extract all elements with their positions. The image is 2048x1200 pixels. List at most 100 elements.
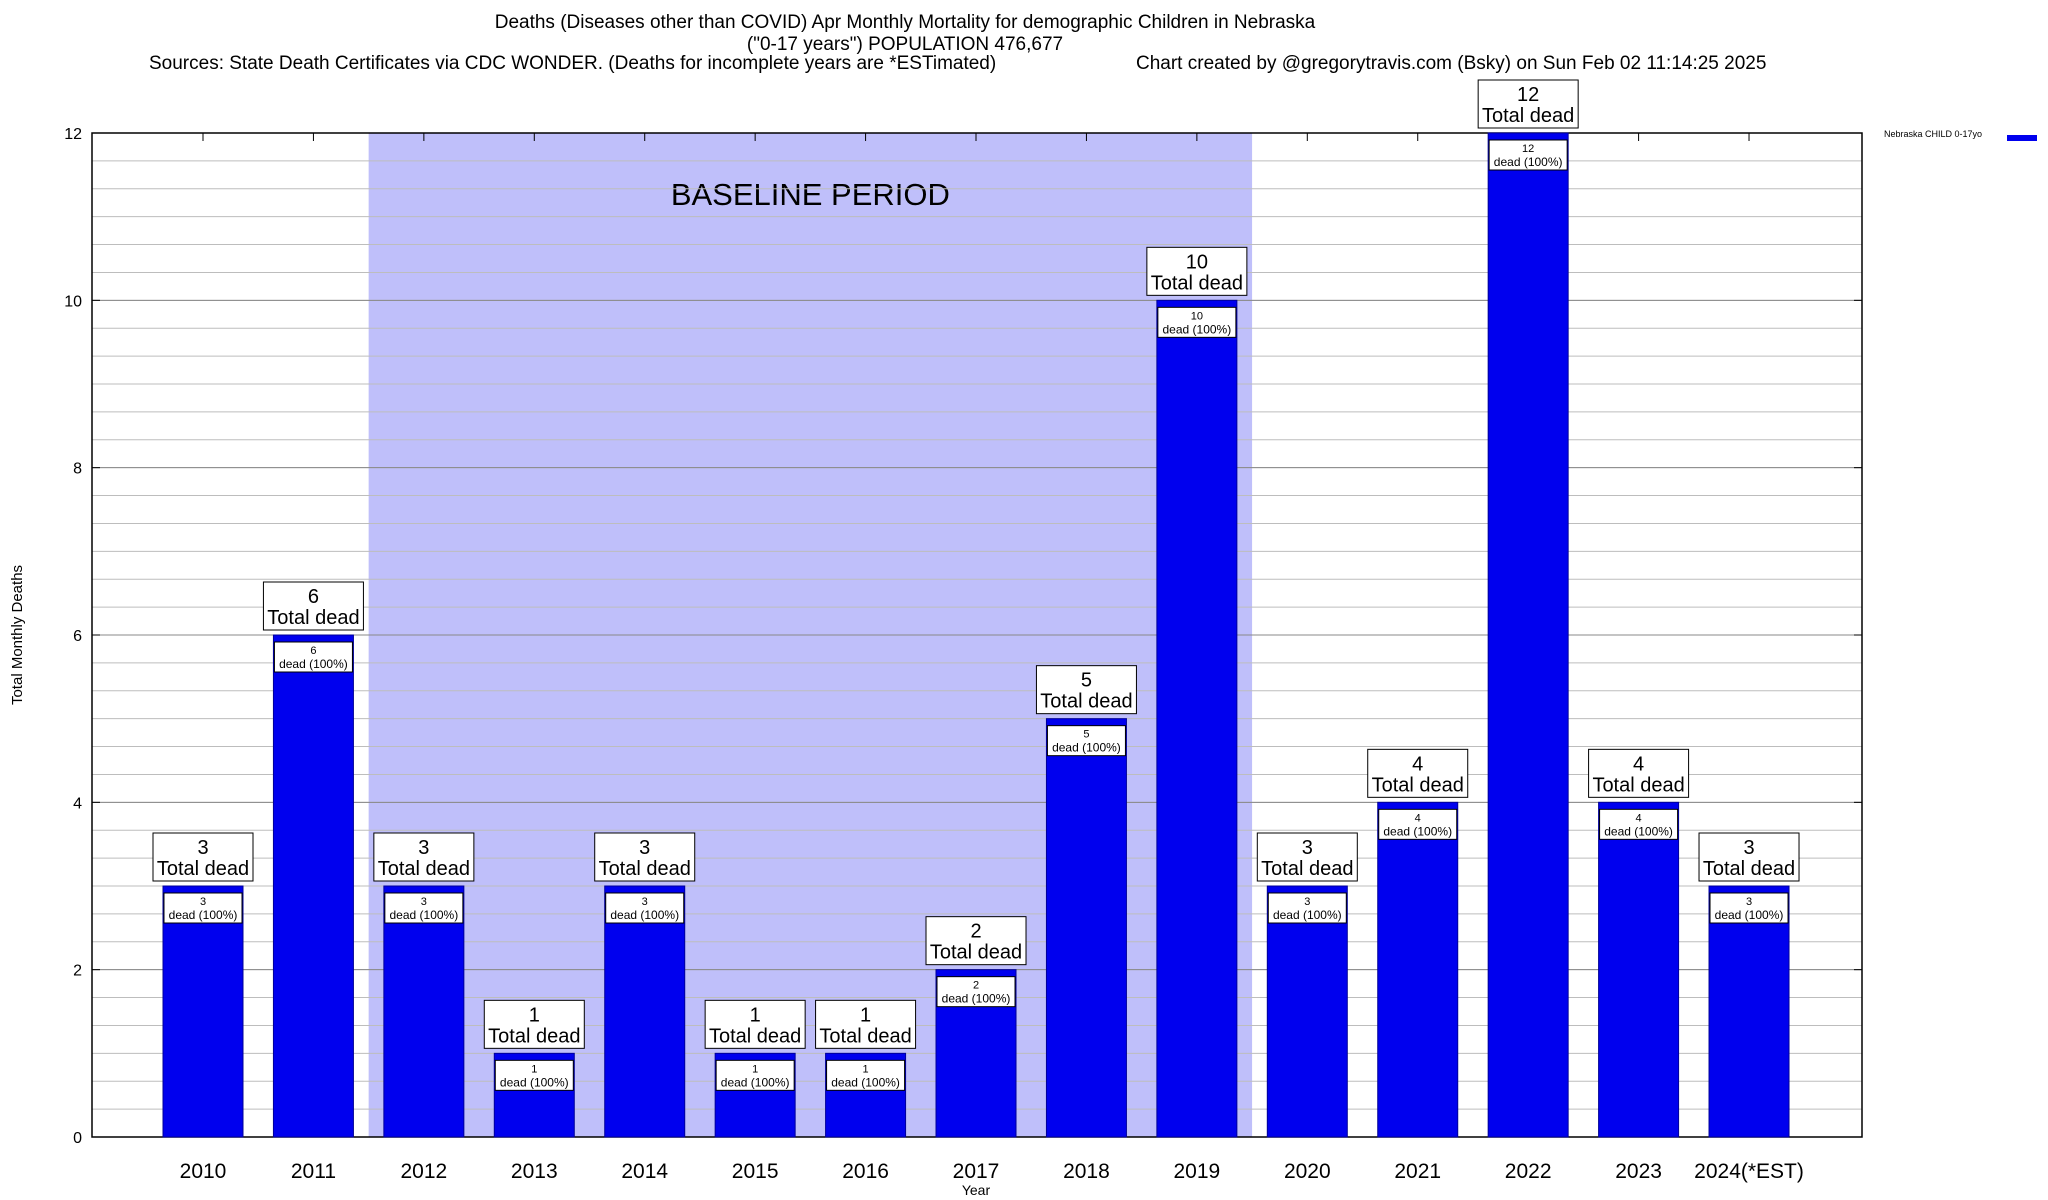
chart-title: Deaths (Diseases other than COVID) Apr M… <box>0 12 1810 56</box>
bar <box>1266 885 1348 1138</box>
segment-label-text: dead (100%) <box>1383 824 1452 838</box>
x-tick-label: 2015 <box>732 1160 779 1183</box>
segment-label-text: dead (100%) <box>942 992 1011 1006</box>
segment-label-box <box>1599 808 1679 840</box>
total-label-value: 1 <box>750 1004 761 1026</box>
x-tick-label: 2014 <box>621 1160 668 1183</box>
segment-label-value: 3 <box>421 896 427 908</box>
total-label-text: Total dead <box>1261 858 1353 880</box>
segment-label-text: dead (100%) <box>610 908 679 922</box>
segment-label-value: 4 <box>1636 812 1642 824</box>
y-tick-label: 12 <box>64 126 82 143</box>
total-label-box <box>815 999 917 1049</box>
total-label-text: Total dead <box>1040 691 1132 713</box>
bar <box>383 885 465 1138</box>
segment-label-text: dead (100%) <box>1052 741 1121 755</box>
y-tick-label: 6 <box>73 628 82 645</box>
total-label-box <box>373 832 475 882</box>
segment-label-value: 3 <box>200 896 206 908</box>
x-tick-label: 2019 <box>1174 1160 1221 1183</box>
total-label-value: 3 <box>639 837 650 859</box>
baseline-period-label: BASELINE PERIOD <box>671 177 950 212</box>
segment-label-box <box>826 1059 906 1091</box>
x-tick-label: 2024(*EST) <box>1694 1160 1804 1183</box>
segment-label-box <box>1488 139 1568 171</box>
segment-label-text: dead (100%) <box>831 1075 900 1089</box>
segment-label-box <box>1046 725 1126 757</box>
bar <box>1487 132 1569 1138</box>
total-label-value: 3 <box>1302 837 1313 859</box>
segment-label-value: 3 <box>1304 896 1310 908</box>
segment-label-value: 6 <box>310 645 316 657</box>
total-label-text: Total dead <box>1703 858 1795 880</box>
segment-label-text: dead (100%) <box>1273 908 1342 922</box>
total-label-box <box>1477 79 1579 129</box>
segment-label-value: 1 <box>752 1063 758 1075</box>
segment-label-text: dead (100%) <box>279 657 348 671</box>
segment-label-box <box>163 892 243 924</box>
segment-label-box <box>715 1059 795 1091</box>
total-label-box <box>1698 832 1800 882</box>
total-label-value: 3 <box>418 837 429 859</box>
segment-label-value: 2 <box>973 980 979 992</box>
bar <box>272 634 354 1138</box>
x-tick-label: 2023 <box>1615 1160 1662 1183</box>
bar <box>1708 885 1790 1138</box>
segment-label-value: 5 <box>1083 729 1089 741</box>
segment-label-text: dead (100%) <box>500 1075 569 1089</box>
total-label-text: Total dead <box>1151 272 1243 294</box>
segment-label-value: 1 <box>531 1063 537 1075</box>
segment-label-value: 1 <box>863 1063 869 1075</box>
total-label-box <box>1367 748 1469 798</box>
total-label-value: 3 <box>197 837 208 859</box>
sources-text: Sources: State Death Certificates via CD… <box>149 53 997 74</box>
total-label-value: 3 <box>1743 837 1754 859</box>
segment-label-value: 10 <box>1191 310 1203 322</box>
y-tick-label: 0 <box>73 1130 82 1147</box>
total-label-text: Total dead <box>930 942 1022 964</box>
segment-label-text: dead (100%) <box>1604 824 1673 838</box>
bar <box>1045 718 1127 1138</box>
segment-label-text: dead (100%) <box>169 908 238 922</box>
y-tick-label: 4 <box>73 795 82 812</box>
total-label-value: 12 <box>1517 84 1539 106</box>
bar <box>604 885 686 1138</box>
total-label-value: 1 <box>529 1004 540 1026</box>
total-label-text: Total dead <box>378 858 470 880</box>
total-label-value: 1 <box>860 1004 871 1026</box>
x-tick-label: 2010 <box>180 1160 227 1183</box>
segment-label-box <box>1267 892 1347 924</box>
segment-label-text: dead (100%) <box>390 908 459 922</box>
x-tick-label: 2022 <box>1505 1160 1552 1183</box>
x-tick-label: 2020 <box>1284 1160 1331 1183</box>
segment-label-text: dead (100%) <box>1494 155 1563 169</box>
segment-label-box <box>1709 892 1789 924</box>
legend-label: Nebraska CHILD 0-17yo <box>1884 129 1983 139</box>
title-line-1: Deaths (Diseases other than COVID) Apr M… <box>494 12 1316 33</box>
total-label-text: Total dead <box>709 1025 801 1047</box>
total-label-value: 10 <box>1186 251 1208 273</box>
total-label-box <box>925 916 1027 966</box>
segment-label-box <box>1157 306 1237 338</box>
title-line-2: ("0-17 years") POPULATION 476,677 <box>746 34 1064 55</box>
total-label-box <box>1146 246 1248 296</box>
total-label-text: Total dead <box>488 1025 580 1047</box>
total-label-text: Total dead <box>1482 105 1574 127</box>
total-label-value: 4 <box>1412 753 1423 775</box>
y-axis-title: Total Monthly Deaths <box>9 565 26 705</box>
total-label-text: Total dead <box>157 858 249 880</box>
segment-label-box <box>605 892 685 924</box>
total-label-box <box>262 581 364 631</box>
x-tick-label: 2011 <box>291 1160 336 1183</box>
x-tick-label: 2012 <box>401 1160 448 1183</box>
legend-swatch <box>2007 135 2037 141</box>
segment-label-box <box>494 1059 574 1091</box>
segment-label-value: 3 <box>642 896 648 908</box>
segment-label-box <box>273 641 353 673</box>
bar <box>1377 801 1459 1138</box>
total-label-text: Total dead <box>1372 774 1464 796</box>
x-tick-label: 2017 <box>953 1160 1000 1183</box>
y-tick-label: 2 <box>73 963 82 980</box>
segment-label-text: dead (100%) <box>1715 908 1784 922</box>
